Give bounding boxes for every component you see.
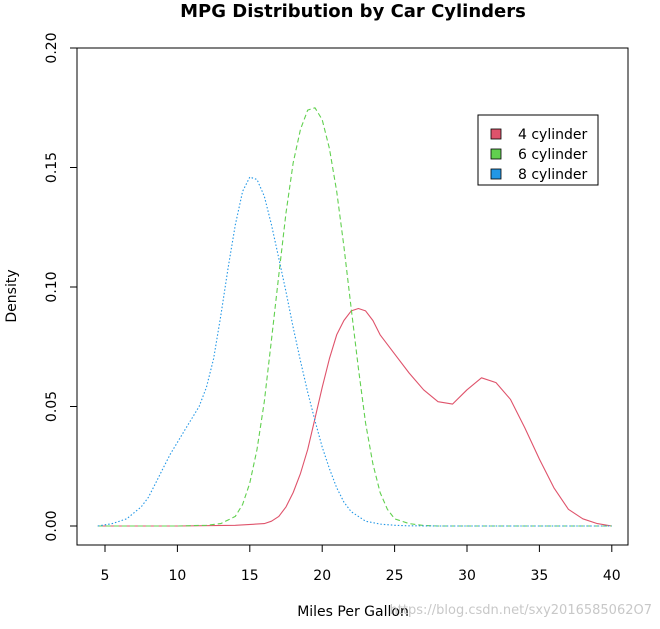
chart-title: MPG Distribution by Car Cylinders <box>180 1 526 22</box>
legend-label: 6 cylinder <box>518 147 587 163</box>
x-tick-label: 25 <box>386 568 404 584</box>
legend-label: 4 cylinder <box>518 127 587 143</box>
y-tick-label: 0.10 <box>44 271 60 302</box>
legend-swatch <box>490 148 502 160</box>
y-axis-label: Density <box>4 269 20 322</box>
x-tick-label: 35 <box>530 568 548 584</box>
y-tick-label: 0.05 <box>44 391 60 422</box>
series-lines <box>97 107 612 527</box>
legend: 4 cylinder 6 cylinder 8 cylinder <box>477 114 599 186</box>
axes: 5 10 15 20 25 30 35 40 0.00 0.05 0.10 0.15 0.20 <box>44 32 621 584</box>
series-line-2 <box>97 107 612 527</box>
series-line-1 <box>97 307 612 527</box>
x-tick-label: 30 <box>458 568 476 584</box>
y-tick-label: 0.00 <box>44 510 60 541</box>
legend-label: 8 cylinder <box>518 167 587 183</box>
series-line-3 <box>97 176 612 527</box>
y-tick-label: 0.20 <box>44 32 60 63</box>
x-axis-label: Miles Per Gallon <box>297 604 409 620</box>
x-tick-label: 10 <box>168 568 186 584</box>
x-tick-label: 20 <box>313 568 331 584</box>
y-tick-label: 0.15 <box>44 152 60 183</box>
x-tick-label: 40 <box>603 568 621 584</box>
watermark-text: https://blog.csdn.net/sxy2016585062O7 <box>390 603 652 618</box>
legend-swatch <box>490 128 502 140</box>
legend-swatch <box>490 168 502 180</box>
x-tick-label: 15 <box>241 568 259 584</box>
x-tick-label: 5 <box>101 568 110 584</box>
